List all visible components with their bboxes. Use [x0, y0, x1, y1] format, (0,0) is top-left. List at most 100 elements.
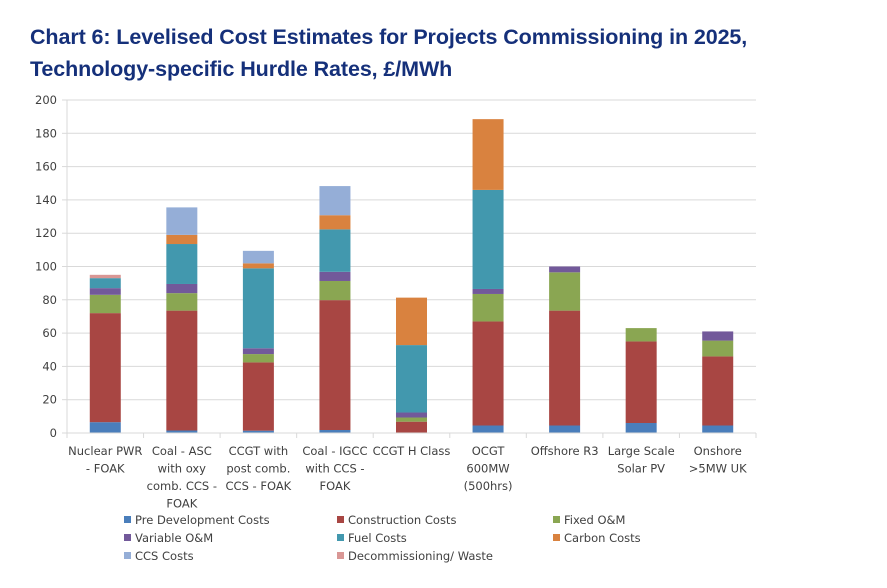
bar-segment-variable-o-m — [319, 271, 351, 281]
legend-item: Fixed O&M — [553, 513, 625, 527]
y-tick-label: 80 — [42, 293, 57, 307]
bar-segment-pre-development-costs — [89, 422, 121, 433]
legend-label: Pre Development Costs — [135, 513, 270, 527]
bar-segment-fuel-costs — [396, 345, 427, 413]
bar-segment-fixed-o-m — [549, 272, 581, 311]
y-tick-label: 0 — [50, 426, 57, 440]
y-tick-label: 60 — [42, 326, 57, 340]
bar-segment-fixed-o-m — [242, 354, 274, 363]
bar-segment-fuel-costs — [166, 244, 198, 284]
bar-segment-pre-development-costs — [625, 423, 657, 433]
bar-segment-construction-costs — [89, 313, 121, 423]
bar-segment-fuel-costs — [242, 268, 274, 349]
bar-segment-fixed-o-m — [625, 328, 657, 342]
bar-stack — [89, 274, 121, 433]
bar-stack — [242, 250, 274, 433]
bar-segment-fuel-costs — [472, 189, 504, 289]
x-tick-label: Large Scale Solar PV — [608, 444, 675, 476]
bar-segment-pre-development-costs — [242, 430, 274, 433]
bar-segment-carbon-costs — [396, 297, 427, 346]
legend-label: Decommissioning/ Waste — [348, 549, 493, 563]
legend-label: Variable O&M — [135, 531, 214, 545]
legend-item: Decommissioning/ Waste — [337, 549, 493, 563]
y-axis-ticks: 0 20 40 60 80 100 120 140 160 180 200 — [35, 93, 67, 440]
chart-title-line-2: Technology-specific Hurdle Rates, £/MWh — [30, 57, 453, 81]
legend-item: Carbon Costs — [553, 531, 641, 545]
x-tick-label: CCGT H Class — [373, 444, 451, 458]
bar-segment-construction-costs — [625, 341, 657, 424]
y-tick-label: 120 — [35, 226, 57, 240]
bar-segment-fixed-o-m — [702, 340, 734, 357]
legend-swatch — [553, 534, 560, 541]
bar-stack — [319, 186, 351, 433]
bar-segment-fixed-o-m — [396, 417, 427, 422]
bar-segment-carbon-costs — [242, 263, 274, 269]
bar-segment-variable-o-m — [166, 283, 198, 294]
legend-label: Carbon Costs — [564, 531, 641, 545]
bar-segment-construction-costs — [319, 300, 351, 431]
x-tick-label: Offshore R3 — [531, 444, 599, 458]
chart-title: Chart 6: Levelised Cost Estimates for Pr… — [30, 21, 870, 85]
bar-segment-fixed-o-m — [319, 280, 351, 301]
bar-segment-pre-development-costs — [702, 425, 734, 433]
bar-segment-decommissioning-waste — [89, 274, 121, 279]
legend-item: Pre Development Costs — [124, 513, 270, 527]
legend-swatch — [553, 516, 560, 523]
legend-label: Construction Costs — [348, 513, 457, 527]
legend-label: Fuel Costs — [348, 531, 407, 545]
bar-segment-fixed-o-m — [472, 293, 504, 322]
bar-segment-variable-o-m — [242, 348, 274, 355]
bar-segment-variable-o-m — [396, 412, 427, 418]
legend-label: Fixed O&M — [564, 513, 626, 527]
x-tick-label: Coal - IGCC with CCS -FOAK — [302, 444, 367, 493]
bar-segment-construction-costs — [396, 421, 427, 433]
bar-segment-variable-o-m — [472, 288, 504, 294]
y-tick-label: 100 — [35, 260, 57, 274]
legend-item: CCS Costs — [124, 549, 194, 563]
bar-segment-variable-o-m — [702, 331, 734, 341]
legend-swatch — [337, 516, 344, 523]
bar-segment-construction-costs — [166, 310, 198, 431]
legend-label: CCS Costs — [135, 549, 194, 563]
bar-segment-construction-costs — [242, 362, 274, 431]
legend-swatch — [124, 534, 131, 541]
bar-segment-ccs-costs — [319, 186, 351, 216]
bar-segment-carbon-costs — [472, 119, 504, 190]
y-tick-label: 40 — [42, 359, 57, 373]
bar-segment-carbon-costs — [166, 234, 198, 245]
x-tick-label: OCGT 600MW (500hrs) — [464, 444, 513, 493]
legend-item: Construction Costs — [337, 513, 456, 527]
bar-segment-fixed-o-m — [166, 293, 198, 311]
bar-stack — [396, 297, 427, 434]
bar-segment-construction-costs — [702, 356, 734, 426]
bar-segment-variable-o-m — [549, 266, 581, 273]
bar-segment-carbon-costs — [319, 215, 351, 230]
chart-title-line-1: Chart 6: Levelised Cost Estimates for Pr… — [30, 25, 748, 49]
bar-stack — [472, 119, 504, 433]
bar-segment-pre-development-costs — [319, 430, 351, 433]
bar-segment-ccs-costs — [242, 250, 274, 264]
bar-stack — [549, 266, 581, 433]
bar-segment-pre-development-costs — [472, 425, 504, 433]
bar-segment-construction-costs — [549, 310, 581, 426]
y-tick-label: 180 — [35, 126, 57, 140]
x-tick-label: CCGT with post comb. CCS - FOAK — [226, 444, 292, 493]
x-tick-label: Onshore >5MW UK — [689, 444, 747, 476]
y-tick-label: 140 — [35, 193, 57, 207]
bar-segment-construction-costs — [472, 321, 504, 426]
legend-item: Variable O&M — [124, 531, 213, 545]
bar-stack — [625, 328, 657, 433]
bar-stack — [166, 207, 198, 433]
legend-swatch — [124, 516, 131, 523]
bar-segment-fuel-costs — [319, 229, 351, 272]
bar-segment-ccs-costs — [166, 207, 198, 235]
bar-stack — [702, 331, 734, 433]
legend-swatch — [124, 552, 131, 559]
bar-segment-variable-o-m — [89, 288, 121, 295]
legend-item: Fuel Costs — [337, 531, 407, 545]
bar-segment-pre-development-costs — [166, 430, 198, 433]
bar-segment-fuel-costs — [89, 278, 121, 289]
axes — [66, 100, 757, 438]
y-tick-label: 200 — [35, 93, 57, 107]
